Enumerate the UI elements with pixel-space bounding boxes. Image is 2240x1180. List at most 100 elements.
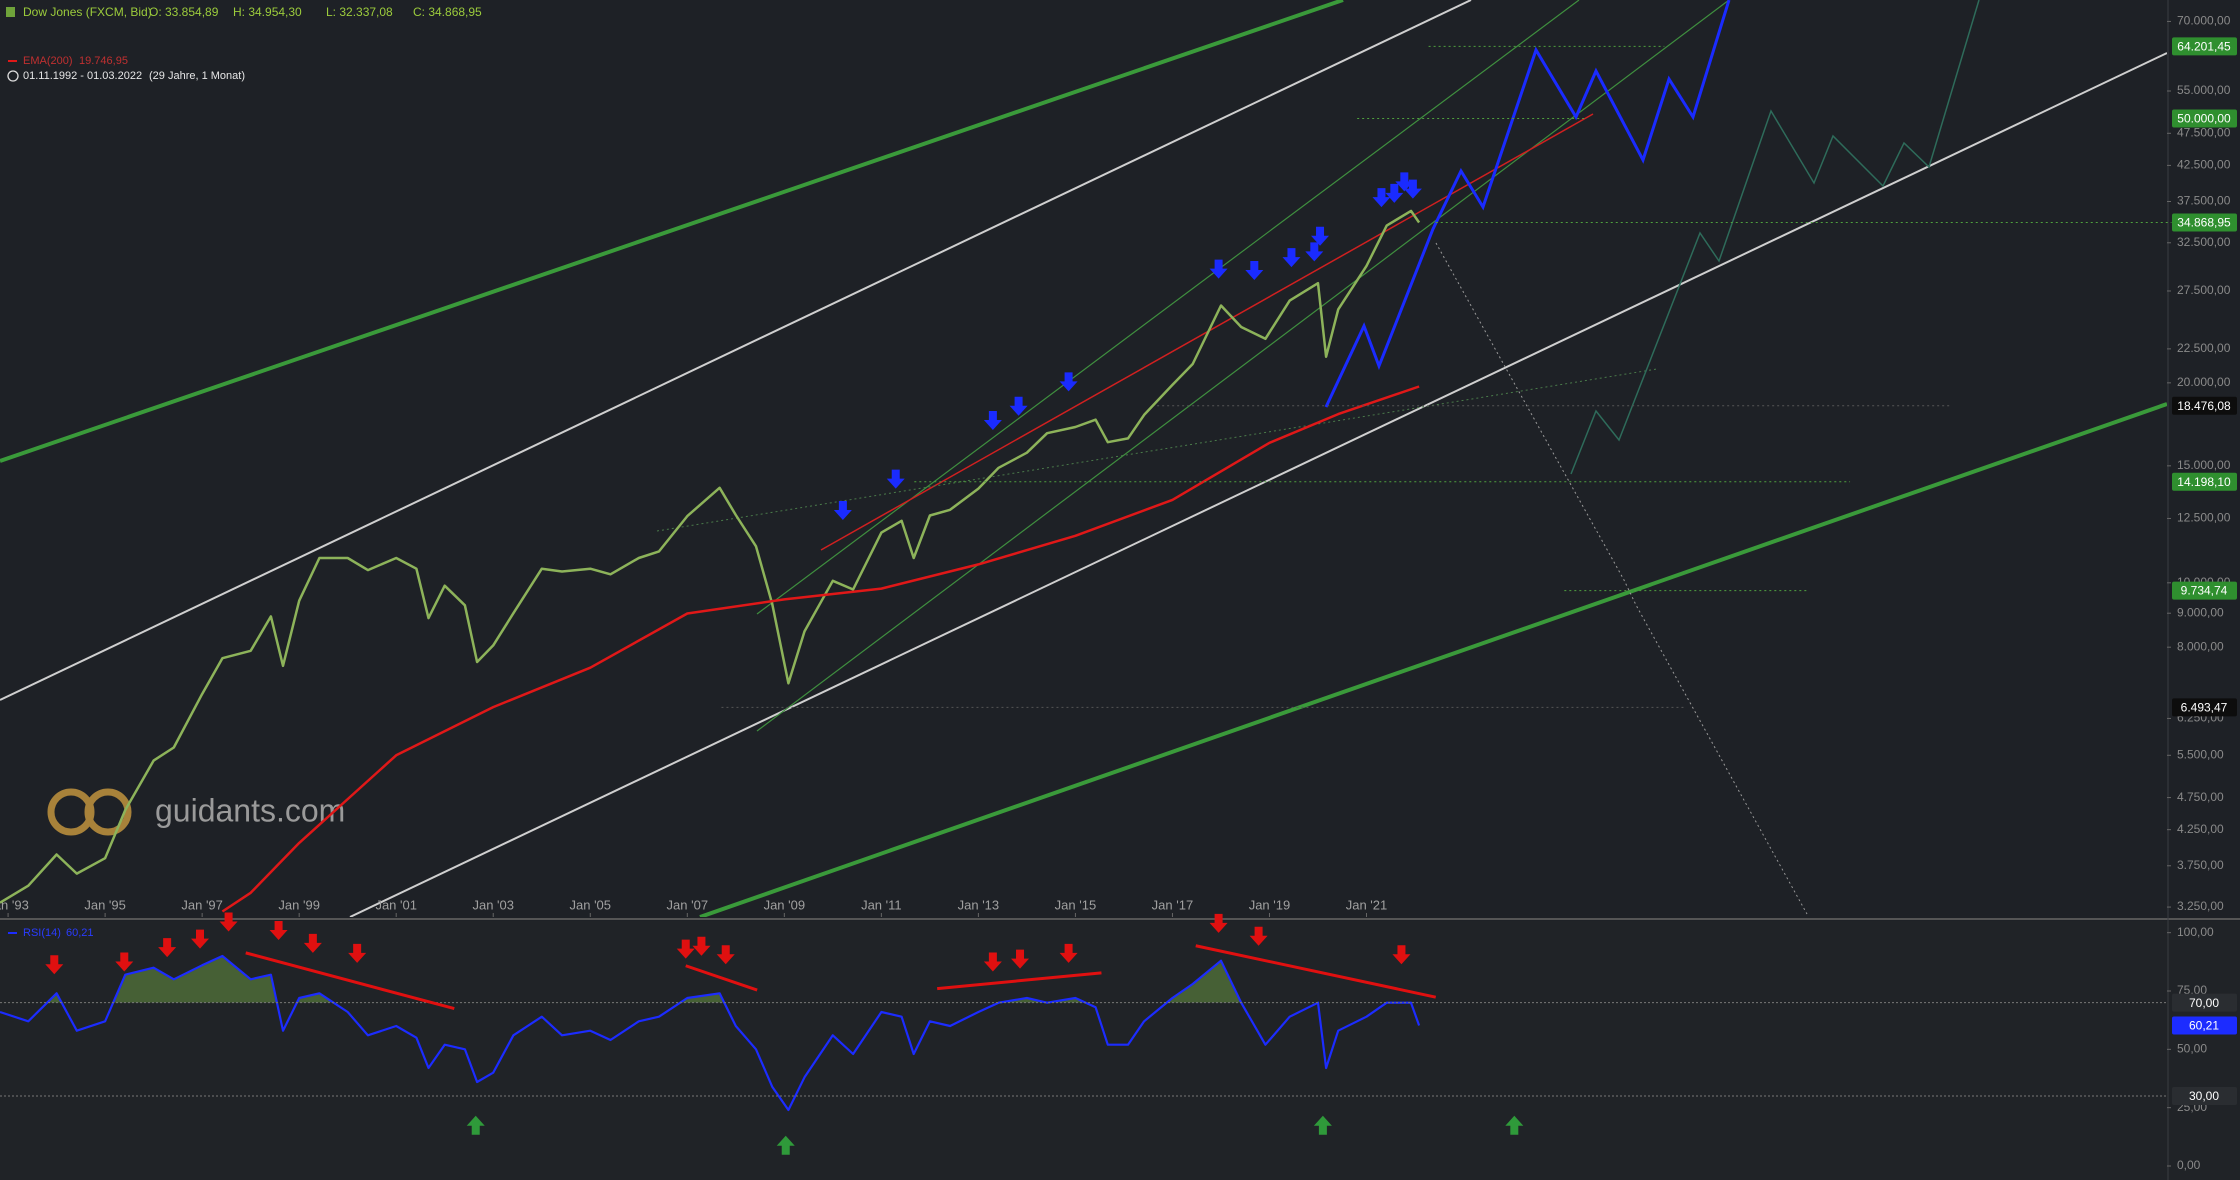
watermark: guidants.com bbox=[47, 788, 345, 836]
price-label-box bbox=[2172, 213, 2237, 232]
arrow bbox=[983, 411, 1002, 431]
arrow bbox=[983, 952, 1002, 972]
price-label-text: 50.000,00 bbox=[2177, 112, 2231, 126]
y-tick-label: 4.750,00 bbox=[2177, 790, 2224, 804]
y-tick-label: 100,00 bbox=[2177, 925, 2214, 939]
arrow bbox=[1392, 945, 1411, 965]
arrow bbox=[219, 912, 238, 932]
arrow bbox=[1385, 183, 1404, 203]
level-label-box bbox=[2172, 993, 2237, 1012]
y-tick-label: 3.250,00 bbox=[2177, 899, 2224, 913]
y-tick-label: 8.000,00 bbox=[2177, 639, 2224, 653]
arrow bbox=[1311, 226, 1330, 246]
y-tick-label: 4.250,00 bbox=[2177, 822, 2224, 836]
x-tick-label: Jan '09 bbox=[764, 897, 806, 912]
legend-label: EMA(200) bbox=[23, 55, 73, 67]
price-label-text: 6.493,47 bbox=[2181, 701, 2228, 715]
arrow bbox=[1209, 913, 1228, 933]
y-tick-label: 47.500,00 bbox=[2177, 125, 2231, 139]
x-tick-label: Jan '07 bbox=[667, 897, 709, 912]
ohlc: H: 34.954,30 bbox=[233, 5, 302, 19]
level-label-text: 70,00 bbox=[2189, 996, 2219, 1010]
projection-line bbox=[1570, 0, 1980, 475]
price-label-box bbox=[2172, 109, 2237, 128]
arrow bbox=[1249, 926, 1268, 946]
arrow bbox=[1209, 259, 1228, 279]
ohlc: L: 32.337,08 bbox=[326, 5, 393, 19]
arrow bbox=[716, 945, 735, 965]
price-label-box bbox=[2172, 472, 2237, 491]
y-tick-label: 42.500,00 bbox=[2177, 158, 2231, 172]
x-tick-label: Jan '11 bbox=[861, 897, 902, 912]
current-value-box bbox=[2172, 1016, 2237, 1035]
level-label-box bbox=[2172, 1087, 2237, 1105]
channel-line bbox=[0, 0, 1472, 701]
arrow bbox=[1245, 261, 1264, 281]
x-tick-label: Jan '03 bbox=[472, 897, 514, 912]
current-value-text: 60,21 bbox=[2189, 1019, 2219, 1033]
x-tick-label: Jan '99 bbox=[278, 897, 320, 912]
arrow bbox=[1059, 943, 1078, 963]
arrow bbox=[1395, 172, 1414, 192]
price-label-text: 18.476,08 bbox=[2177, 399, 2231, 413]
arrow bbox=[348, 943, 367, 963]
arrow bbox=[1011, 949, 1030, 969]
price-label-box bbox=[2172, 37, 2237, 56]
watermark-text: guidants.com bbox=[155, 792, 345, 828]
instrument-name: Dow Jones (FXCM, Bid) bbox=[23, 5, 152, 19]
arrow bbox=[1282, 248, 1301, 268]
series-line bbox=[0, 954, 1421, 1112]
duration: (29 Jahre, 1 Monat) bbox=[149, 70, 245, 82]
channel-line bbox=[699, 402, 2167, 917]
forecast-line bbox=[1324, 0, 1731, 408]
y-tick-label: 27.500,00 bbox=[2177, 283, 2231, 297]
series-line bbox=[221, 385, 1420, 913]
ohlc: O: 33.854,89 bbox=[149, 5, 219, 19]
price-plot bbox=[0, 209, 1421, 913]
arrow bbox=[1313, 1115, 1332, 1135]
price-label-text: 64.201,45 bbox=[2177, 40, 2231, 54]
y-tick-label: 0,00 bbox=[2177, 1158, 2201, 1172]
arrow bbox=[676, 939, 695, 959]
legend-value: 19.746,95 bbox=[79, 55, 128, 67]
arrow bbox=[303, 933, 322, 953]
arrow bbox=[1009, 396, 1028, 416]
x-tick-label: Jan '01 bbox=[375, 897, 417, 912]
arrow bbox=[1403, 179, 1422, 199]
overbought-area bbox=[47, 956, 1242, 1003]
legend-label: RSI(14) bbox=[23, 927, 61, 939]
y-tick-label: 32.500,00 bbox=[2177, 235, 2231, 249]
x-tick-label: Jan '97 bbox=[181, 897, 223, 912]
y-tick-label: 15.000,00 bbox=[2177, 458, 2231, 472]
x-tick-label: Jan '95 bbox=[84, 897, 126, 912]
arrow bbox=[45, 955, 64, 975]
level-label-text: 30,00 bbox=[2189, 1089, 2219, 1103]
rsi-trend-line bbox=[685, 964, 758, 992]
arrow bbox=[1505, 1115, 1524, 1135]
x-tick-label: Jan '13 bbox=[958, 897, 1000, 912]
y-tick-label: 9.000,00 bbox=[2177, 605, 2224, 619]
arrow bbox=[1305, 242, 1324, 262]
y-tick-label: 70.000,00 bbox=[2177, 14, 2231, 28]
arrow bbox=[1372, 188, 1391, 208]
price-label-text: 9.734,74 bbox=[2181, 584, 2228, 598]
legend-value: 60,21 bbox=[66, 927, 94, 939]
arrow bbox=[1059, 372, 1078, 392]
date-range: 01.11.1992 - 01.03.2022 bbox=[23, 70, 142, 82]
y-tick-label: 12.500,00 bbox=[2177, 511, 2231, 525]
x-tick-label: Jan '21 bbox=[1346, 897, 1388, 912]
trend-line bbox=[756, 0, 1580, 615]
x-tick-label: Jan '15 bbox=[1055, 897, 1097, 912]
y-tick-label: 37.500,00 bbox=[2177, 194, 2231, 208]
x-tick-label: Jan '93 bbox=[0, 897, 29, 912]
trend-line bbox=[756, 0, 1730, 732]
channel-line bbox=[349, 52, 2167, 917]
arrow bbox=[833, 501, 852, 521]
x-tick-label: Jan '17 bbox=[1152, 897, 1194, 912]
rsi-trend-line bbox=[245, 951, 455, 1011]
arrow bbox=[191, 929, 210, 949]
price-label-text: 34.868,95 bbox=[2177, 216, 2231, 230]
arrow bbox=[886, 469, 905, 489]
projection-line bbox=[1435, 242, 1808, 915]
series-line bbox=[0, 209, 1421, 904]
